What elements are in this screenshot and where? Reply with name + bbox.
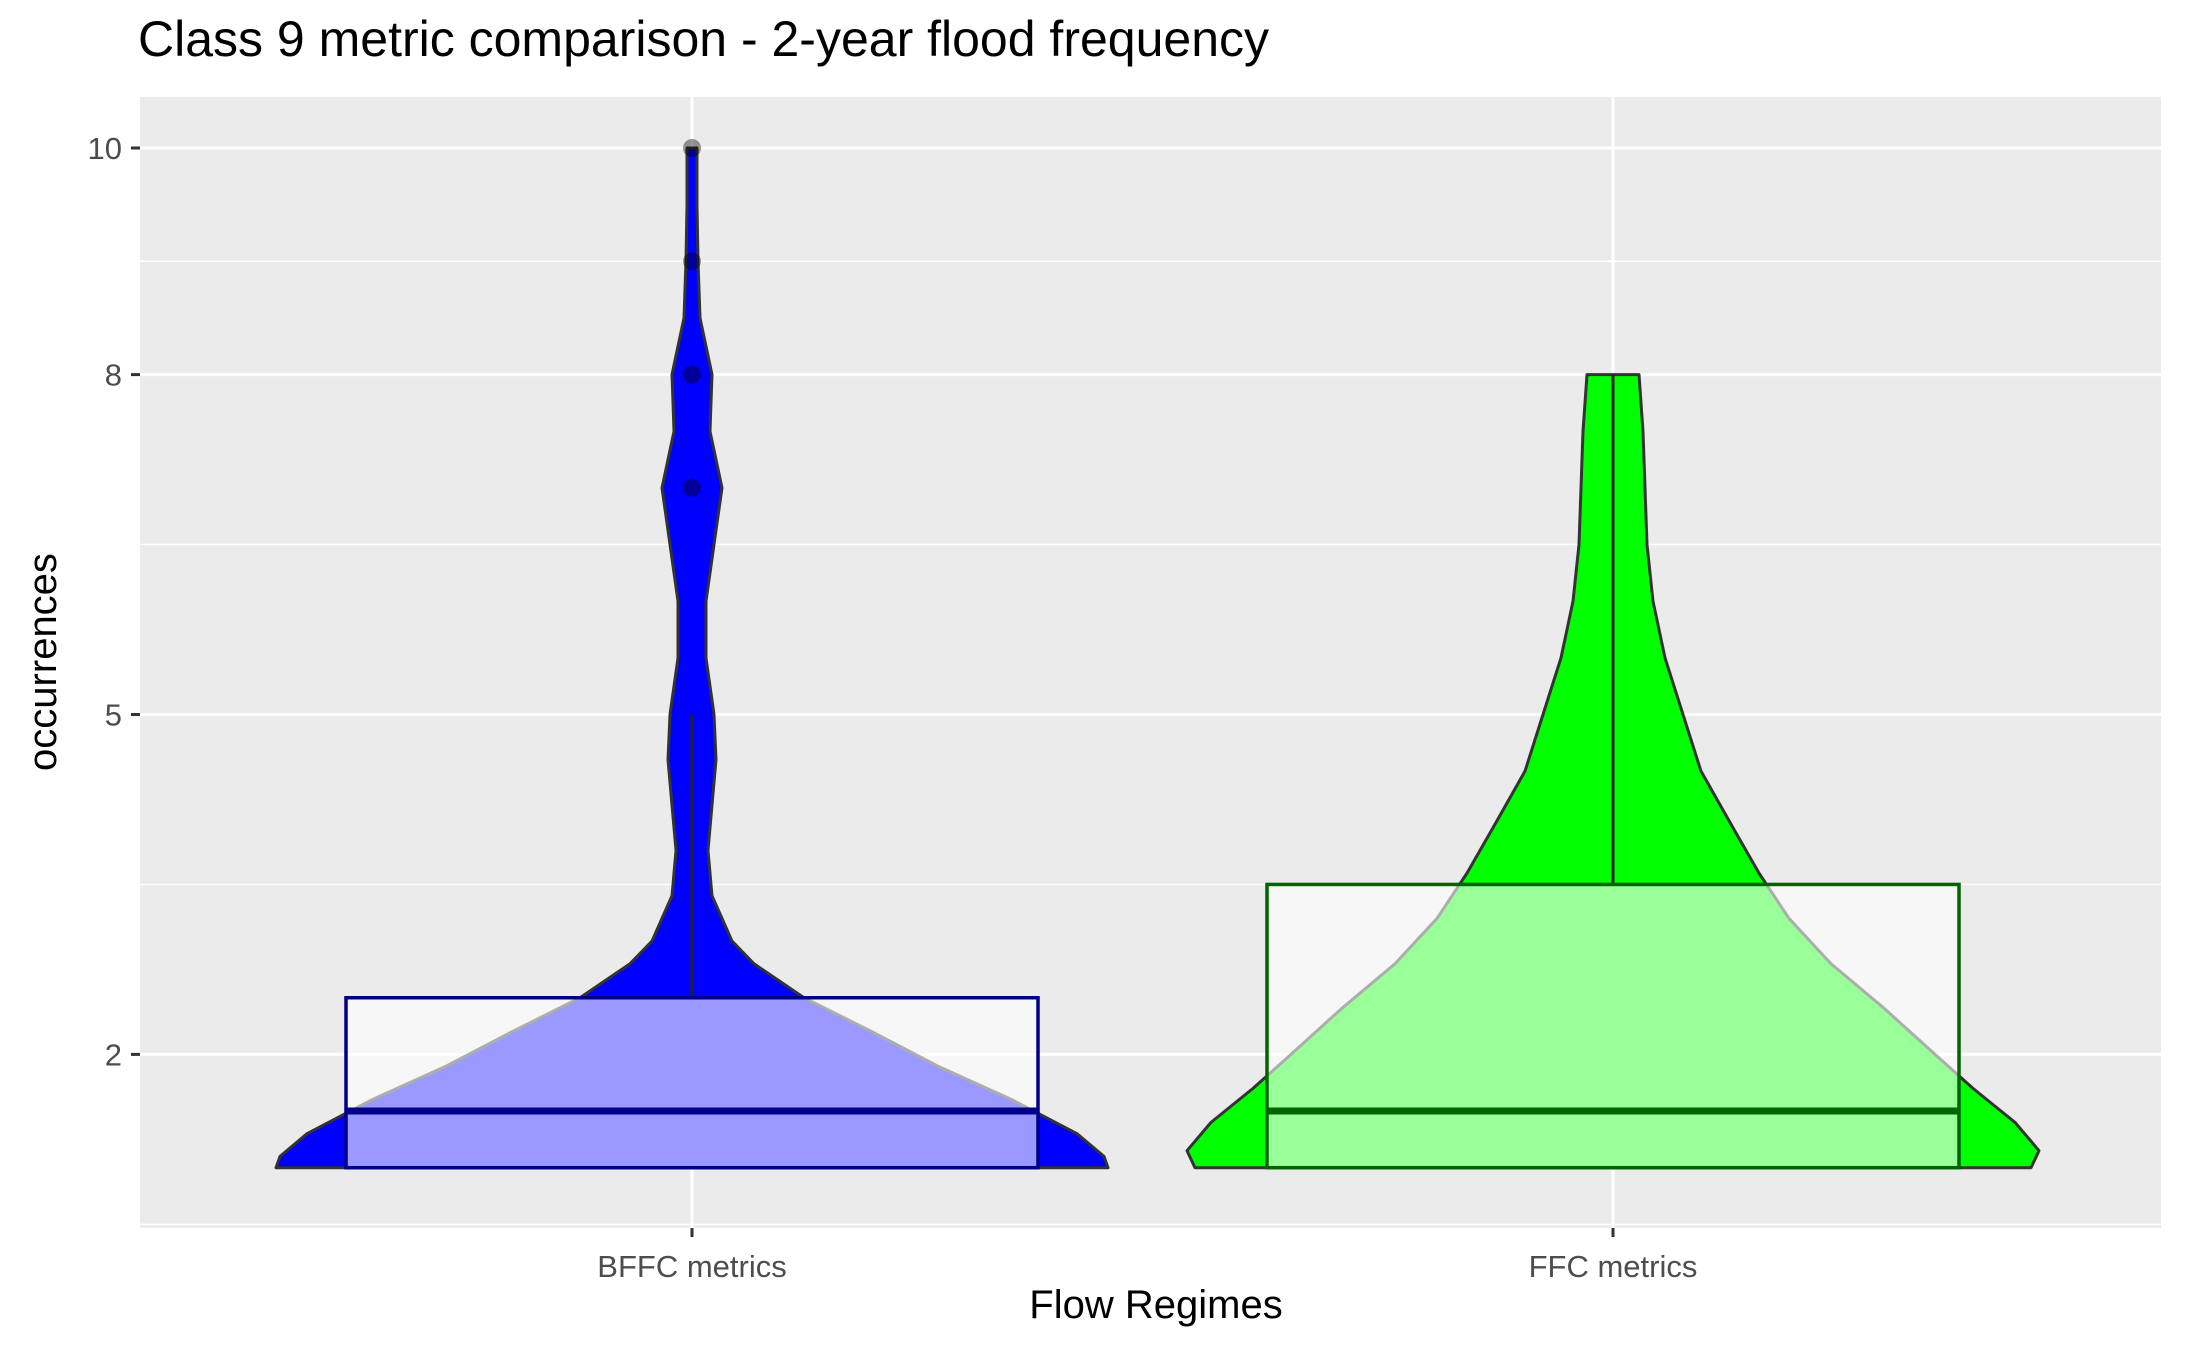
axes: 2 5 8 10 BFFC metrics FFC metrics	[88, 131, 1698, 1284]
x-tick-label: FFC metrics	[1529, 1249, 1698, 1284]
outlier-point	[683, 252, 701, 271]
y-tick-label: 2	[105, 1037, 122, 1072]
x-axis-title: Flow Regimes	[1029, 1283, 1282, 1327]
outlier-point	[683, 478, 701, 497]
y-tick-label: 8	[105, 358, 122, 393]
y-tick-label: 10	[88, 131, 122, 166]
violin-bffc-metrics	[274, 146, 1110, 1170]
outlier-point	[683, 365, 701, 384]
y-axis-title: occurrences	[21, 553, 65, 771]
outlier-point	[683, 139, 701, 157]
box-ffc-metrics	[1265, 882, 1961, 1170]
y-tick-label: 5	[105, 698, 122, 733]
box-bffc-metrics	[344, 996, 1040, 1170]
chart-title: Class 9 metric comparison - 2-year flood…	[138, 11, 1270, 67]
box-layer	[344, 139, 1961, 1170]
x-tick-label: BFFC metrics	[597, 1249, 786, 1284]
